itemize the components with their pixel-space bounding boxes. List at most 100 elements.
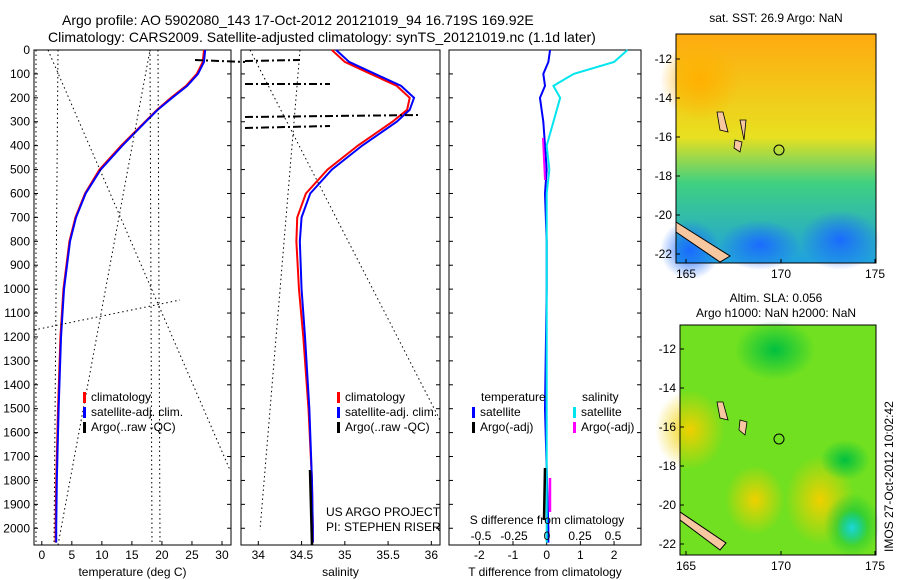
sla-map-title: Altim. SLA: 0.056 [730, 291, 823, 305]
legend-header-salinity: salinity [582, 390, 619, 404]
y-tick-label: 900 [10, 258, 30, 272]
series-line-climatology [54, 49, 205, 543]
plot-frame [240, 49, 441, 546]
legend-swatch [337, 422, 340, 433]
s-diff-tick-label: 0 [544, 529, 551, 543]
title-line-2: Climatology: CARS2009. Satellite-adjuste… [48, 29, 596, 45]
legend-label: satellite [480, 405, 521, 419]
map-x-tick-label: 175 [865, 267, 885, 281]
argo-tdiff-segment [542, 467, 547, 521]
reference-dotted-line [33, 299, 181, 331]
plot-frame [33, 49, 232, 546]
y-tick-label: 1200 [3, 330, 30, 344]
sst-map-axes: 165 170 175 -12 -14 -16 -18 -20 -22 [655, 52, 886, 281]
x-tick-label: 34 [252, 548, 266, 562]
reference-dotted-line [57, 49, 151, 546]
y-tick-label: 1400 [3, 378, 30, 392]
map-y-tick-label: -20 [655, 208, 673, 222]
y-tick-label: 500 [10, 163, 30, 177]
s-diff-tick-label: -0.5 [471, 529, 492, 543]
map-x-tick-label: 175 [865, 559, 885, 573]
map-y-tick-label: -14 [655, 91, 673, 105]
s-diff-tick-label: -0.25 [500, 529, 528, 543]
x-tick-label: -1 [508, 548, 519, 562]
argo-salinity-segment [308, 469, 314, 546]
panel-difference: -2 -1 0 1 2 T difference from climatology [448, 49, 642, 579]
y-tick-label: 100 [10, 67, 30, 81]
y-tick-label: 600 [10, 186, 30, 200]
legend-swatch [83, 422, 86, 433]
legend-label: satellite-adj. clim. [345, 405, 437, 419]
x-tick-label: 25 [185, 548, 199, 562]
legend-swatch [573, 407, 576, 418]
x-tick-label: 20 [155, 548, 169, 562]
legend-swatch [472, 407, 475, 418]
x-tick-label: 5 [68, 548, 75, 562]
x-tick-label: 35 [338, 548, 352, 562]
series-line-satellite-adj-clim- [55, 49, 207, 543]
map-y-tick-label: -22 [659, 537, 677, 551]
panel-salinity: 34 34.5 35 35.5 36 salinity [240, 49, 441, 579]
imos-timestamp: IMOS 27-Oct-2012 10:02:42 [882, 401, 896, 552]
map-y-tick-label: -22 [655, 247, 673, 261]
map-y-tick-label: -12 [659, 342, 677, 356]
y-tick-label: 1800 [3, 473, 30, 487]
sst-map-title: sat. SST: 26.9 Argo: NaN [709, 11, 842, 25]
legend-header-temperature: temperature [481, 390, 546, 404]
reference-dotted-line [249, 49, 441, 421]
y-tick-label: 300 [10, 115, 30, 129]
argo-dashed-segment [244, 59, 301, 62]
legend-swatch [83, 392, 86, 403]
x-tick-label: 0 [543, 548, 550, 562]
x-tick-label: 10 [95, 548, 109, 562]
panel-temperature: 0 5 10 15 20 25 30 temperature (deg C) 0 100 200 30… [3, 43, 232, 579]
title-line-1: Argo profile: AO 5902080_143 17-Oct-2012… [62, 12, 534, 28]
series-line-temperature-satellite [538, 49, 552, 543]
y-tick-label: 800 [10, 234, 30, 248]
y-tick-label: 0 [23, 43, 30, 57]
y-tick-label: 200 [10, 91, 30, 105]
pi-annotation: PI: STEPHEN RISER [326, 520, 441, 534]
map-y-tick-label: -14 [659, 381, 677, 395]
reference-dotted-line [157, 49, 161, 546]
legend-label: satellite [581, 405, 622, 419]
legend-label: climatology [345, 390, 405, 404]
s-diff-tick-label: 0.5 [605, 529, 622, 543]
reference-dotted-line [259, 49, 301, 531]
legend-label: climatology [91, 390, 151, 404]
x-tick-label: 15 [125, 548, 139, 562]
map-x-tick-label: 165 [676, 559, 696, 573]
map-y-tick-label: -12 [655, 52, 673, 66]
legend-label: Argo(-adj) [581, 420, 634, 434]
map-y-tick-label: -16 [655, 130, 673, 144]
argo-dashed-segment [244, 114, 421, 118]
legend-label: Argo(-adj) [480, 420, 533, 434]
plot-frame [448, 49, 642, 546]
x-tick-label: 0 [38, 548, 45, 562]
reference-dotted-line [149, 49, 153, 546]
s-diff-axis-label: S difference from climatology [470, 513, 625, 527]
y-tick-label: 700 [10, 210, 30, 224]
map-y-tick-label: -16 [659, 420, 677, 434]
y-tick-label: 1500 [3, 402, 30, 416]
argo-dashed-segment [244, 125, 331, 129]
legend-swatch [573, 422, 576, 433]
s-diff-tick-label: 0.25 [568, 529, 592, 543]
legend-swatch [83, 407, 86, 418]
map-x-tick-label: 165 [676, 267, 696, 281]
y-tick-label: 2000 [3, 521, 30, 535]
legend-label: Argo(..raw -QC) [345, 420, 430, 434]
y-tick-label: 1900 [3, 497, 30, 511]
map-x-tick-label: 170 [771, 559, 791, 573]
x-tick-label: 34.5 [290, 548, 314, 562]
sst-map: sat. SST: 26.9 Argo: NaN [660, 11, 880, 280]
project-annotation: US ARGO PROJECT [326, 505, 441, 519]
x-tick-label: -2 [474, 548, 485, 562]
map-y-tick-label: -18 [655, 169, 673, 183]
x-tick-label: 1 [577, 548, 584, 562]
legend-swatch [337, 407, 340, 418]
x-tick-label: 30 [215, 548, 229, 562]
legend-label: satellite-adj. clim. [91, 405, 183, 419]
